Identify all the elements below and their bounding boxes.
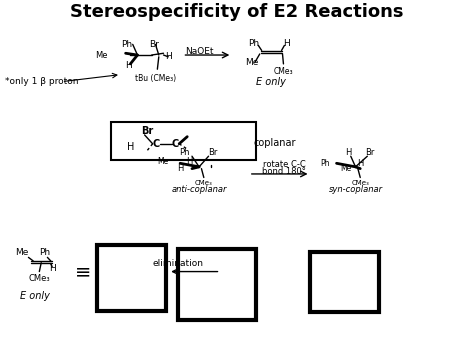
Text: Ph: Ph <box>39 247 51 257</box>
Text: NaOEt: NaOEt <box>185 47 213 56</box>
Text: Br: Br <box>149 40 159 49</box>
Text: H: H <box>357 159 364 168</box>
Text: C: C <box>172 139 179 149</box>
Text: H: H <box>165 52 172 61</box>
Text: Br: Br <box>209 148 218 157</box>
Text: H: H <box>126 61 132 70</box>
Text: H: H <box>177 164 183 173</box>
Text: anti-coplanar: anti-coplanar <box>171 185 227 195</box>
Text: Me: Me <box>246 58 259 67</box>
Text: H: H <box>49 263 55 273</box>
Text: Me: Me <box>340 164 352 173</box>
Text: Me: Me <box>96 50 108 60</box>
Text: CMe₃: CMe₃ <box>273 66 293 76</box>
Text: Ph: Ph <box>180 148 190 157</box>
Bar <box>178 248 256 320</box>
Text: Ph: Ph <box>320 159 329 168</box>
Text: tBu (CMe₃): tBu (CMe₃) <box>135 73 176 83</box>
Text: C: C <box>153 139 160 149</box>
Text: elimination: elimination <box>152 259 203 268</box>
Text: Ph: Ph <box>248 39 259 48</box>
Text: H: H <box>283 39 290 48</box>
Text: syn-coplanar: syn-coplanar <box>328 185 383 195</box>
Bar <box>111 122 256 160</box>
Text: CMe₃: CMe₃ <box>28 274 50 283</box>
Text: Ph: Ph <box>121 40 133 49</box>
Text: Me: Me <box>157 157 168 166</box>
Text: H: H <box>127 142 134 152</box>
Text: Me: Me <box>15 247 28 257</box>
Text: H: H <box>345 148 352 157</box>
Bar <box>97 245 166 311</box>
Text: bond 180°: bond 180° <box>263 166 306 176</box>
Text: coplanar: coplanar <box>254 138 296 148</box>
Text: E only: E only <box>256 77 286 87</box>
Text: ≡: ≡ <box>75 262 91 281</box>
Text: Br: Br <box>365 148 374 157</box>
Text: Br: Br <box>141 126 153 136</box>
Text: E only: E only <box>19 291 50 301</box>
Text: rotate C-C: rotate C-C <box>263 160 306 169</box>
Text: CMe₃: CMe₃ <box>351 180 369 186</box>
Text: Stereospecificity of E2 Reactions: Stereospecificity of E2 Reactions <box>70 4 404 21</box>
Text: H: H <box>186 157 193 166</box>
Text: *only 1 β proton: *only 1 β proton <box>5 77 78 86</box>
Text: CMe₃: CMe₃ <box>195 180 213 186</box>
Bar <box>310 252 379 312</box>
